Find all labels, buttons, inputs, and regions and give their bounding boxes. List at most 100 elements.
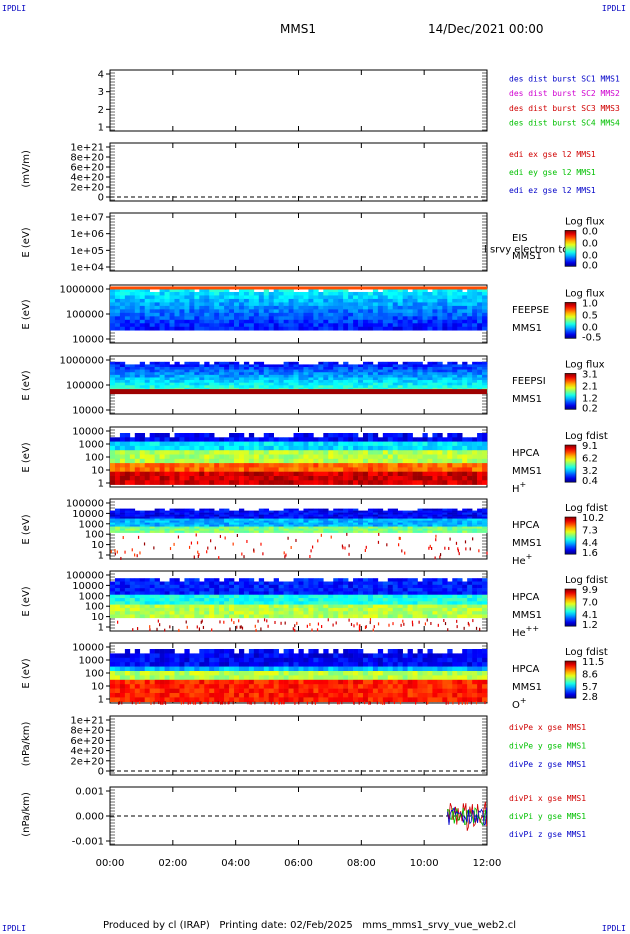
spectrogram-cell <box>372 319 379 324</box>
y-axis-label: E (eV) <box>21 586 32 616</box>
spectrogram-cell <box>432 437 438 442</box>
spectrogram-cell <box>328 445 334 451</box>
spectrogram-cell <box>258 524 265 527</box>
spectrogram-cell <box>432 369 438 373</box>
spectrogram-cell <box>273 476 279 481</box>
spectrogram-cell <box>387 437 394 442</box>
spectrogram-cell <box>367 367 374 370</box>
spectrogram-cell <box>119 374 126 378</box>
spectrogram-cell <box>313 601 319 605</box>
spectrogram-cell <box>303 598 309 602</box>
spectrogram-cell <box>412 480 418 485</box>
spectrogram-cell <box>348 367 354 370</box>
spectrogram-cell <box>248 323 255 328</box>
spectrogram-speck <box>435 534 437 538</box>
spectrogram-cell <box>457 367 463 370</box>
spectrogram-cell <box>243 514 250 517</box>
spectrogram-speck <box>124 550 126 554</box>
spectrogram-cell <box>149 607 155 612</box>
spectrogram-cell <box>149 326 155 331</box>
spectrogram-cell <box>442 441 448 447</box>
spectrogram-cell <box>318 326 324 331</box>
spectrogram-cell <box>204 463 210 468</box>
spectrogram-cell <box>387 316 394 321</box>
spectrogram-cell <box>169 326 175 331</box>
spectrogram-cell <box>338 312 344 317</box>
spectrogram-cell <box>278 522 284 525</box>
spectrogram-cell <box>139 302 146 307</box>
spectrogram-cell <box>447 514 453 517</box>
spectrogram-cell <box>268 588 274 592</box>
spectrogram-cell <box>119 508 126 511</box>
spectrogram-cell <box>412 458 418 464</box>
spectrogram-cell <box>234 480 240 485</box>
spectrogram-cell <box>238 512 245 515</box>
spectrogram-cell <box>462 467 468 472</box>
spectrogram-cell <box>283 510 289 513</box>
spectrogram-cell <box>248 528 255 531</box>
spectrogram-cell <box>362 530 369 533</box>
spectrogram-cell <box>477 291 483 296</box>
spectrogram-cell <box>447 302 453 307</box>
spectrogram-cell <box>407 581 413 586</box>
spectrogram-cell <box>308 591 314 595</box>
spectrogram-cell <box>169 522 175 525</box>
spectrogram-cell <box>199 374 205 378</box>
spectrogram-cell <box>452 361 458 365</box>
spectrogram-cell <box>467 369 473 373</box>
spectrogram-cell <box>467 309 473 314</box>
spectrogram-cell <box>422 524 428 527</box>
spectrogram-cell <box>238 588 245 592</box>
spectrogram-cell <box>238 316 245 321</box>
spectrogram-cell <box>174 520 180 523</box>
spectrogram-cell <box>119 361 126 365</box>
spectrogram-cell <box>457 326 463 331</box>
spectrogram-cell <box>417 305 423 310</box>
spectrogram-cell <box>417 316 423 321</box>
spectrogram-cell <box>457 476 463 481</box>
spectrogram-cell <box>199 524 205 527</box>
spectrogram-cell <box>432 584 438 589</box>
y-tick-label: 100000 <box>66 499 104 510</box>
spectrogram-cell <box>164 367 170 370</box>
spectrogram-cell <box>417 323 423 328</box>
spectrogram-cell <box>343 437 349 442</box>
spectrogram-cell <box>367 591 374 595</box>
spectrogram-cell <box>288 518 294 521</box>
spectrogram-cell <box>278 611 284 615</box>
spectrogram-cell <box>293 445 299 451</box>
spectrogram-cell <box>437 476 443 481</box>
spectrogram-cell <box>382 611 389 615</box>
spectrogram-cell <box>119 611 126 615</box>
spectrogram-cell <box>238 526 245 529</box>
spectrogram-cell <box>243 524 250 527</box>
colorbar-tick-label: 3.1 <box>582 369 598 380</box>
spectrogram-cell <box>333 445 339 451</box>
spectrogram-cell <box>382 382 389 386</box>
spectrogram-cell <box>248 291 255 296</box>
spectrogram-cell <box>333 319 339 324</box>
spectrogram-cell <box>234 463 240 468</box>
spectrogram-cell <box>229 480 235 485</box>
spectrogram-cell <box>179 524 185 527</box>
spectrogram-speck <box>401 549 403 553</box>
spectrogram-cell <box>219 367 225 370</box>
spectrogram-cell <box>338 326 344 331</box>
spectrogram-cell <box>303 295 309 300</box>
spectrogram-cell <box>134 385 141 389</box>
spectrogram-cell <box>124 526 131 529</box>
spectrogram-cell <box>313 598 319 602</box>
spectrogram-cell <box>472 319 478 324</box>
spectrogram-cell <box>348 611 354 615</box>
spectrogram-cell <box>338 441 344 447</box>
spectrogram-cell <box>462 450 468 455</box>
spectrogram-cell <box>482 520 488 523</box>
spectrogram-cell <box>353 530 359 533</box>
spectrogram-cell <box>348 512 354 515</box>
spectrogram-cell <box>338 302 344 307</box>
spectrogram-cell <box>293 316 299 321</box>
spectrogram-cell <box>382 380 389 383</box>
spectrogram-cell <box>169 512 175 515</box>
spectrogram-cell <box>189 433 195 438</box>
spectrogram-cell <box>313 372 319 376</box>
